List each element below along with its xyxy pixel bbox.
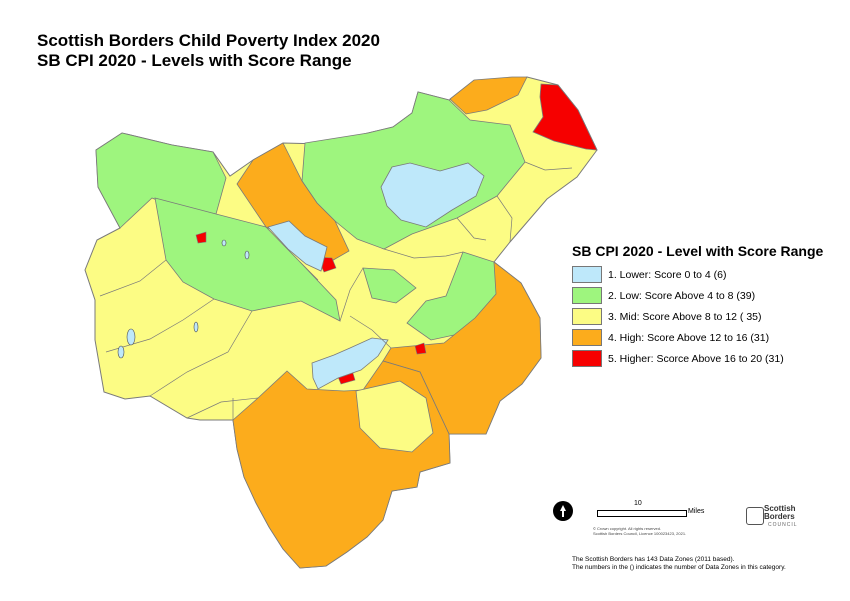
zone-low-mid	[362, 267, 417, 304]
legend-swatch-level-2	[572, 287, 602, 304]
legend-swatch-level-1	[572, 266, 602, 283]
zone-boundaries	[99, 161, 573, 420]
zone-low-west	[95, 132, 227, 229]
legend-item-level-3: 3. Mid: Score Above 8 to 12 ( 35)	[572, 306, 842, 327]
zone-higher-northeast	[532, 83, 598, 151]
footnote-line-2: The numbers in the () indicates the numb…	[572, 564, 786, 571]
scale-unit: Miles	[688, 508, 705, 515]
council-logo-icon: Scottish Borders COUNCIL	[746, 503, 808, 529]
zone-mid-south	[355, 380, 434, 453]
copyright-line-1: © Crown copyright. All rights reserved.	[593, 526, 662, 531]
footnote-line-1: The Scottish Borders has 143 Data Zones …	[572, 556, 735, 563]
copyright-notice: © Crown copyright. All rights reserved. …	[593, 526, 686, 536]
map-subtitle: SB CPI 2020 - Levels with Score Range	[37, 51, 352, 70]
scale-value: 10	[634, 500, 642, 507]
legend-label-level-3: 3. Mid: Score Above 8 to 12 ( 35)	[608, 310, 762, 323]
council-logo-mark	[746, 507, 764, 525]
legend-swatch-level-4	[572, 329, 602, 346]
legend-swatch-level-3	[572, 308, 602, 325]
legend-label-level-2: 2. Low: Score Above 4 to 8 (39)	[608, 289, 756, 302]
logo-line-1: Scottish	[764, 504, 796, 513]
legend-item-level-5: 5. Higher: Scorce Above 16 to 20 (31)	[572, 348, 842, 369]
scale-bar	[597, 510, 687, 517]
legend-item-level-2: 2. Low: Score Above 4 to 8 (39)	[572, 285, 842, 306]
zone-lower-central	[267, 220, 328, 272]
legend-title: SB CPI 2020 - Level with Score Range	[572, 243, 824, 259]
zone-lower-northeast	[380, 162, 485, 228]
logo-line-2: Borders	[764, 512, 795, 521]
legend-swatch-level-5	[572, 350, 602, 367]
council-logo-text: Scottish Borders	[764, 505, 796, 521]
north-arrow-icon	[553, 501, 573, 521]
water-bodies	[117, 239, 250, 359]
legend-item-level-4: 4. High: Score Above 12 to 16 (31)	[572, 327, 842, 348]
zone-high-northeast	[449, 76, 528, 115]
legend-item-level-1: 1. Lower: Score 0 to 4 (6)	[572, 264, 842, 285]
copyright-line-2: Scottish Borders Council, Licence 100023…	[593, 531, 687, 536]
logo-line-3: COUNCIL	[768, 522, 798, 528]
zone-low-central	[154, 197, 341, 322]
zone-higher-urban-3	[414, 342, 427, 355]
map-title: Scottish Borders Child Poverty Index 202…	[37, 31, 380, 50]
legend-label-level-4: 4. High: Score Above 12 to 16 (31)	[608, 331, 770, 344]
legend-label-level-1: 1. Lower: Score 0 to 4 (6)	[608, 268, 727, 281]
map-legend: SB CPI 2020 - Level with Score Range 1. …	[572, 243, 842, 369]
zone-lower-south	[311, 337, 389, 390]
legend-label-level-5: 5. Higher: Scorce Above 16 to 20 (31)	[608, 352, 784, 365]
footnote: The Scottish Borders has 143 Data Zones …	[572, 556, 786, 572]
zone-higher-urban-4	[195, 231, 207, 244]
